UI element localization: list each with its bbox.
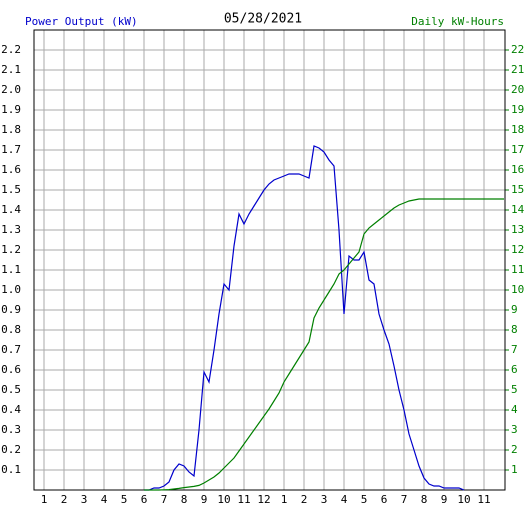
y-tick-label: 0.6 — [1, 363, 21, 376]
y-tick-label: 0.1 — [1, 463, 21, 476]
x-tick-label: 3 — [81, 493, 88, 506]
x-tick-label: 3 — [321, 493, 328, 506]
y2-tick-label: 13 — [511, 223, 524, 236]
y2-tick-label: 7 — [511, 343, 518, 356]
y-tick-label: 1.4 — [1, 203, 21, 216]
y-tick-label: 0.4 — [1, 403, 21, 416]
y-tick-label: 0.3 — [1, 423, 21, 436]
y2-tick-label: 21 — [511, 63, 524, 76]
x-tick-label: 5 — [121, 493, 128, 506]
x-tick-label: 12 — [257, 493, 270, 506]
y-tick-label: 0.5 — [1, 383, 21, 396]
y-tick-label: 0.9 — [1, 303, 21, 316]
y2-tick-label: 22 — [511, 43, 524, 56]
x-tick-label: 4 — [101, 493, 108, 506]
y-tick-label: 1.2 — [1, 243, 21, 256]
x-tick-label: 2 — [301, 493, 308, 506]
x-tick-label: 9 — [201, 493, 208, 506]
y2-axis-title: Daily kW-Hours — [411, 15, 504, 28]
x-tick-label: 8 — [181, 493, 188, 506]
chart-title: 05/28/2021 — [224, 12, 302, 27]
y-tick-label: 1.3 — [1, 223, 21, 236]
series-line — [144, 145, 465, 491]
y2-tick-label: 18 — [511, 123, 524, 136]
y-axis-title: Power Output (kW) — [25, 15, 138, 28]
y2-tick-label: 15 — [511, 183, 524, 196]
x-tick-label: 2 — [61, 493, 68, 506]
y-tick-label: 1.1 — [1, 263, 21, 276]
y2-tick-label: 9 — [511, 303, 518, 316]
y-tick-label: 2.0 — [1, 83, 21, 96]
y2-tick-label: 8 — [511, 323, 518, 336]
y2-tick-label: 14 — [511, 203, 525, 216]
y-tick-label: 0.8 — [1, 323, 21, 336]
y2-tick-label: 12 — [511, 243, 524, 256]
x-tick-label: 9 — [441, 493, 448, 506]
y-tick-label: 0.2 — [1, 443, 21, 456]
y2-tick-label: 2 — [511, 443, 518, 456]
y2-tick-label: 20 — [511, 83, 524, 96]
y2-tick-label: 17 — [511, 143, 524, 156]
y2-tick-label: 1 — [511, 463, 518, 476]
x-tick-label: 1 — [41, 493, 48, 506]
y2-tick-label: 19 — [511, 103, 524, 116]
plot-border — [33, 29, 506, 491]
x-tick-label: 1 — [281, 493, 288, 506]
y-tick-label: 2.2 — [1, 43, 21, 56]
y-tick-label: 0.7 — [1, 343, 21, 356]
x-tick-label: 7 — [401, 493, 408, 506]
y2-tick-label: 16 — [511, 163, 524, 176]
y2-tick-label: 4 — [511, 403, 518, 416]
x-tick-label: 4 — [341, 493, 348, 506]
plot-area — [34, 30, 505, 490]
x-tick-label: 8 — [421, 493, 428, 506]
y-tick-label: 2.1 — [1, 63, 21, 76]
y2-tick-label: 3 — [511, 423, 518, 436]
x-tick-label: 11 — [237, 493, 250, 506]
x-tick-label: 11 — [477, 493, 490, 506]
y-tick-label: 1.0 — [1, 283, 21, 296]
y2-tick-label: 5 — [511, 383, 518, 396]
x-tick-label: 5 — [361, 493, 368, 506]
y2-tick-label: 11 — [511, 263, 524, 276]
y-tick-label: 1.5 — [1, 183, 21, 196]
series-line — [144, 198, 504, 491]
y-tick-label: 1.9 — [1, 103, 21, 116]
x-tick-label: 10 — [217, 493, 230, 506]
y-tick-label: 1.6 — [1, 163, 21, 176]
x-tick-label: 6 — [381, 493, 388, 506]
y2-tick-label: 6 — [511, 363, 518, 376]
x-tick-label: 6 — [141, 493, 148, 506]
y-tick-label: 1.7 — [1, 143, 21, 156]
x-tick-label: 10 — [457, 493, 470, 506]
y2-tick-label: 10 — [511, 283, 524, 296]
x-tick-label: 7 — [161, 493, 168, 506]
y-tick-label: 1.8 — [1, 123, 21, 136]
